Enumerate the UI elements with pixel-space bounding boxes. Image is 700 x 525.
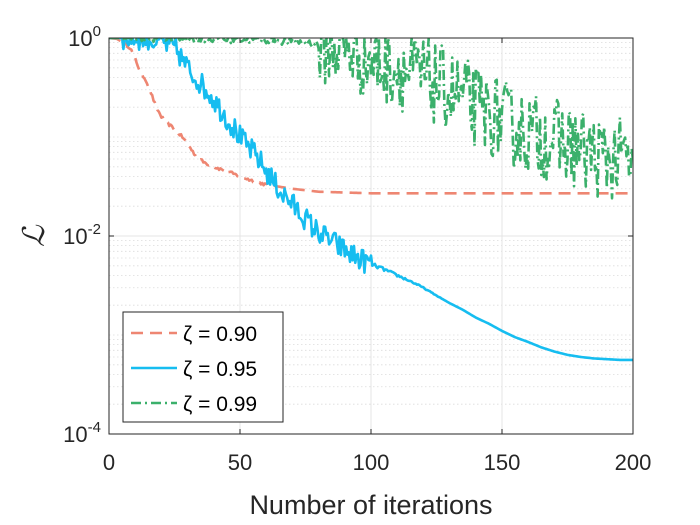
x-tick-label: 0 <box>103 450 115 475</box>
legend-label-3: ζ = 0.99 <box>183 393 257 416</box>
x-tick-label: 200 <box>615 450 652 475</box>
legend: ζ = 0.90 ζ = 0.95 ζ = 0.99 <box>122 311 284 423</box>
x-axis: 0 50 100 150 200 <box>103 38 651 475</box>
y-tick-label: 10-4 <box>63 419 101 447</box>
y-axis-label: ℒ <box>17 224 52 247</box>
y-tick-label: 10-2 <box>63 221 101 249</box>
x-axis-label: Number of iterations <box>249 490 492 520</box>
y-tick-label: 100 <box>68 23 101 51</box>
x-tick-label: 50 <box>228 450 252 475</box>
series-line-1 <box>109 38 633 195</box>
legend-label-1: ζ = 0.90 <box>183 323 257 346</box>
x-tick-label: 150 <box>484 450 521 475</box>
series-line-2 <box>109 38 633 362</box>
x-tick-label: 100 <box>353 450 390 475</box>
y-axis: 10-4 10-2 100 <box>63 23 633 447</box>
legend-label-2: ζ = 0.95 <box>183 358 257 381</box>
